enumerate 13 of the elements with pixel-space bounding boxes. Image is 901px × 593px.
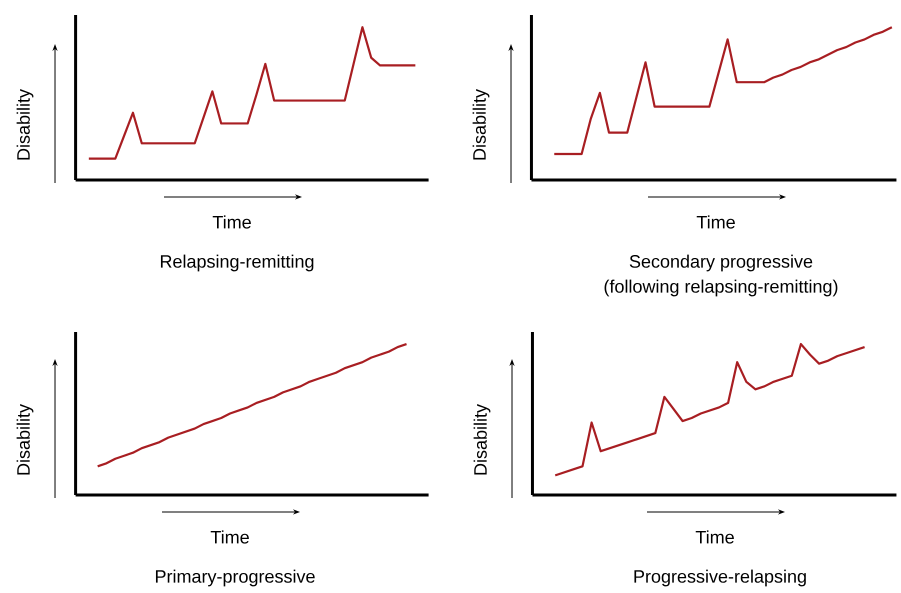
text: Secondary progressive <box>630 254 812 272</box>
text: Relapsing-remitting <box>160 254 314 272</box>
y-axis-title: Disability <box>16 89 34 160</box>
text: Primary-progressive <box>156 570 315 586</box>
x-axis-title: Time <box>696 530 734 544</box>
x-axis-title: Time <box>210 530 249 544</box>
x-axis-title: Time <box>212 215 251 229</box>
y-axis-title: Disability <box>472 89 490 160</box>
y-axis-title: Disability <box>474 404 490 475</box>
x-axis-title: Time <box>696 215 735 229</box>
text: Progressive-relapsing <box>634 570 806 586</box>
text: (following relapsing-remitting) <box>604 280 838 296</box>
y-axis-title: Disability <box>16 404 34 475</box>
